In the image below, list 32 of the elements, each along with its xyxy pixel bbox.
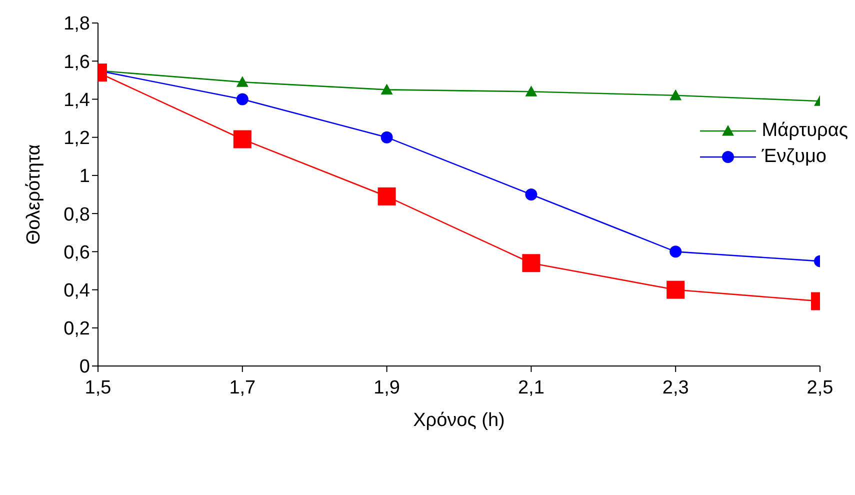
point: [380, 84, 393, 94]
point: [670, 246, 682, 258]
point: [236, 76, 248, 87]
x-tick-label: 1,7: [229, 377, 256, 398]
x-tick-label: 1,5: [84, 377, 112, 398]
y-tick-label: 1,6: [64, 52, 90, 73]
y-tick-label: 1,4: [64, 90, 90, 111]
y-tick-label: 1: [79, 166, 90, 188]
point: [666, 280, 685, 299]
y-tick-label: 1,2: [64, 128, 90, 150]
y-tick-label: 0,6: [64, 242, 90, 264]
point: [522, 254, 540, 272]
x-axis-title: Χρόνος (h): [413, 410, 505, 431]
y-tick-label: 0,8: [64, 204, 90, 226]
x-tick-label: 1,9: [374, 377, 400, 398]
point: [525, 86, 538, 96]
point: [380, 131, 393, 144]
y-tick-label: 1,8: [64, 14, 90, 35]
point: [670, 89, 682, 100]
point: [233, 130, 252, 148]
y-tick-label: 0,4: [64, 280, 90, 302]
y-tick-label: 0: [79, 356, 90, 378]
legend-label: Ένζυμο: [762, 146, 826, 168]
x-tick-label: 2,5: [806, 377, 834, 398]
y-axis-title: Θολερότητα: [24, 144, 45, 245]
x-tick-label: 2,1: [518, 377, 544, 398]
point: [236, 93, 248, 106]
point: [525, 188, 538, 200]
x-tick-label: 2,3: [662, 377, 689, 398]
y-tick-label: 0,2: [64, 318, 90, 340]
point: [378, 187, 396, 206]
legend-label: Μάρτυρας: [762, 120, 848, 142]
